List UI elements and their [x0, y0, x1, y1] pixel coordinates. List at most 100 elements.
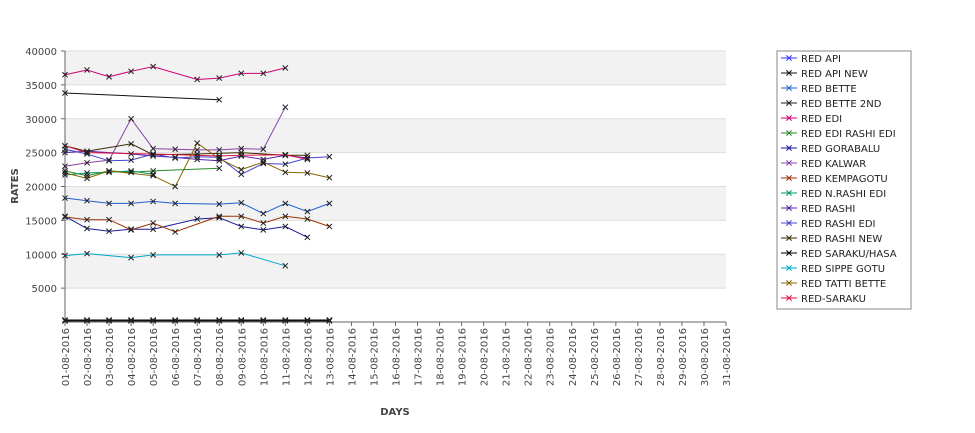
data-point-marker	[106, 169, 113, 176]
series-line	[64, 66, 286, 81]
data-point-marker	[238, 152, 245, 159]
data-point-marker	[84, 225, 90, 232]
legend-marker-icon	[786, 235, 792, 241]
x-tick-label: 22-08-2016	[524, 328, 535, 386]
x-tick-label: 07-08-2016	[193, 328, 204, 386]
data-point-marker	[304, 155, 311, 161]
x-tick-label: 31-08-2016	[722, 328, 733, 386]
series-line	[64, 142, 330, 188]
data-point-marker	[326, 318, 333, 324]
x-tick-label: 16-08-2016	[392, 328, 403, 386]
data-point-marker	[106, 73, 113, 80]
data-point-marker	[194, 318, 201, 324]
x-tick-label: 29-08-2016	[678, 328, 689, 386]
data-point-marker	[150, 198, 157, 205]
data-point-marker	[172, 318, 179, 324]
data-point-marker	[150, 145, 157, 152]
legend-label: RED TATTI BETTE	[801, 279, 886, 290]
data-point-marker	[194, 216, 201, 222]
data-point-marker	[62, 90, 68, 96]
x-tick-label: 19-08-2016	[458, 328, 469, 386]
data-point-marker	[282, 223, 289, 230]
data-point-marker	[326, 153, 333, 160]
data-point-marker	[238, 149, 245, 156]
y-tick-label: 40000	[25, 47, 57, 58]
data-point-marker	[238, 223, 245, 230]
legend-label: RED API	[801, 54, 841, 65]
data-point-marker	[260, 159, 267, 166]
legend-label: RED KEMPAGOTU	[801, 174, 888, 185]
legend-label: RED BETTE 2ND	[801, 99, 882, 110]
x-tick-label: 05-08-2016	[149, 328, 160, 386]
data-point-marker	[128, 318, 135, 324]
data-point-marker	[326, 200, 333, 207]
data-point-marker	[106, 317, 113, 323]
data-point-marker	[62, 195, 68, 201]
data-point-marker	[128, 115, 135, 122]
data-point-marker	[304, 156, 311, 163]
plot-band	[65, 186, 726, 221]
data-point-marker	[172, 183, 179, 190]
legend-label: RED API NEW	[801, 69, 868, 80]
data-point-marker	[304, 318, 311, 324]
x-tick-label: 26-08-2016	[612, 328, 623, 386]
data-point-marker	[84, 67, 90, 73]
data-point-marker	[238, 213, 245, 220]
legend-marker-icon	[786, 205, 792, 211]
data-point-marker	[238, 317, 245, 323]
series-line	[64, 215, 330, 233]
legend-label: RED BETTE	[801, 84, 857, 95]
data-point-marker	[194, 153, 201, 160]
legend-label: RED SIPPE GOTU	[801, 264, 885, 275]
data-point-marker	[128, 200, 135, 207]
data-point-marker	[282, 262, 289, 269]
data-point-marker	[326, 174, 333, 181]
plot-band	[65, 254, 726, 289]
data-point-marker	[282, 104, 289, 111]
x-tick-label: 25-08-2016	[590, 328, 601, 386]
data-point-marker	[304, 317, 311, 323]
y-tick-label: 35000	[25, 81, 57, 92]
legend-label: RED EDI RASHI EDI	[801, 129, 896, 140]
data-point-marker	[84, 318, 90, 324]
data-point-marker	[282, 64, 289, 71]
data-point-marker	[62, 172, 68, 178]
y-tick-label: 20000	[25, 183, 57, 194]
y-tick-label: 10000	[25, 250, 57, 261]
data-point-marker	[260, 317, 267, 323]
legend-marker-icon	[786, 100, 792, 106]
legend-marker-icon	[786, 280, 792, 286]
data-point-marker	[150, 153, 157, 159]
data-point-marker	[216, 96, 223, 103]
data-point-marker	[84, 317, 90, 323]
data-point-marker	[216, 317, 223, 323]
data-point-marker	[260, 318, 267, 324]
data-point-marker	[128, 140, 135, 147]
data-point-marker	[84, 250, 90, 257]
x-axis-title: DAYS	[380, 407, 410, 418]
x-tick-label: 10-08-2016	[259, 328, 270, 386]
data-point-marker	[62, 252, 68, 259]
data-point-marker	[128, 151, 135, 157]
legend-marker-icon	[786, 70, 792, 76]
data-point-marker	[216, 318, 223, 324]
x-tick-label: 13-08-2016	[325, 328, 336, 386]
x-tick-label: 23-08-2016	[546, 328, 557, 386]
data-point-marker	[216, 201, 223, 208]
data-point-marker	[172, 317, 179, 323]
x-tick-label: 15-08-2016	[369, 328, 380, 386]
legend-marker-icon	[786, 190, 792, 196]
data-point-marker	[326, 317, 333, 323]
legend-marker-icon	[786, 175, 792, 181]
y-tick-label: 15000	[25, 216, 57, 227]
data-point-marker	[128, 157, 135, 164]
data-point-marker	[84, 159, 90, 166]
y-axis-title: RATES	[10, 168, 21, 204]
x-tick-label: 18-08-2016	[436, 328, 447, 386]
legend-marker-icon	[786, 160, 792, 166]
data-point-marker	[150, 251, 157, 258]
data-point-marker	[106, 157, 113, 164]
legend-label: RED RASHI NEW	[801, 234, 882, 245]
data-point-marker	[194, 317, 201, 323]
x-tick-label: 28-08-2016	[656, 328, 667, 386]
